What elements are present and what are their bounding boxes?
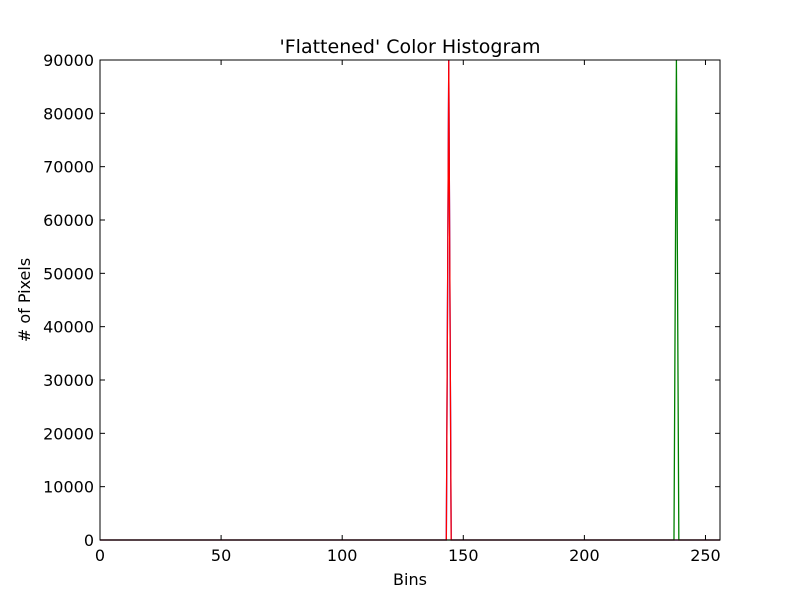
x-tick-label: 150 (448, 546, 479, 565)
x-tick-label: 100 (327, 546, 358, 565)
x-tick-label: 200 (569, 546, 600, 565)
x-axis-label: Bins (393, 570, 427, 589)
y-tick-label: 60000 (43, 211, 94, 230)
y-tick-label: 0 (84, 531, 94, 550)
plot-frame (99, 59, 721, 541)
y-tick-label: 70000 (43, 158, 94, 177)
y-tick-label: 80000 (43, 104, 94, 123)
y-tick-label: 30000 (43, 371, 94, 390)
x-tick-label: 250 (690, 546, 721, 565)
y-tick-label: 90000 (43, 51, 94, 70)
y-axis-label: # of Pixels (15, 258, 34, 342)
x-tick-label: 0 (95, 546, 105, 565)
x-axis: 0 50 100 150 200 250 (95, 60, 721, 565)
y-tick-label: 50000 (43, 264, 94, 283)
series-line-1 (100, 59, 720, 541)
y-tick-label: 20000 (43, 424, 94, 443)
y-axis: 0 10000 20000 30000 40000 50000 60000 70000 8000… (43, 51, 720, 550)
series-line-3 (100, 59, 720, 541)
series-line-2 (100, 59, 720, 541)
x-tick-label: 50 (211, 546, 231, 565)
y-tick-label: 10000 (43, 478, 94, 497)
chart-title: 'Flattened' Color Histogram (280, 36, 541, 58)
series-layer (100, 59, 720, 541)
y-tick-label: 40000 (43, 318, 94, 337)
